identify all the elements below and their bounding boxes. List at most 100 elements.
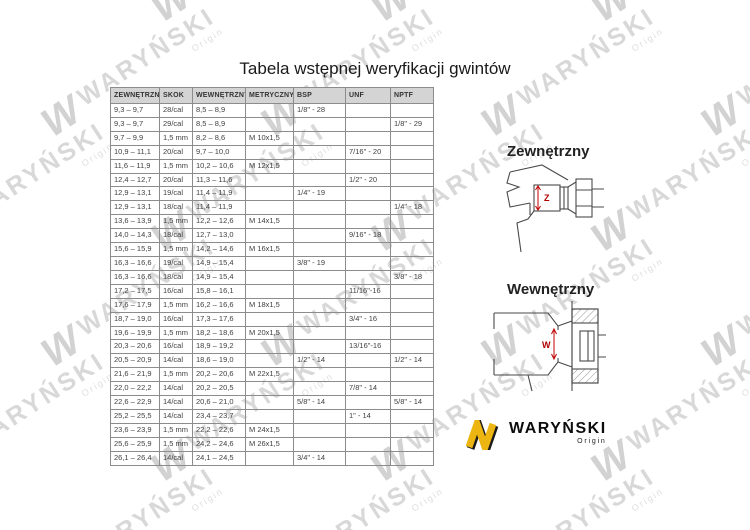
table-cell: 15,6 – 15,9 [110,242,160,257]
watermark-origin-text: Origin [629,485,666,514]
table-cell: 1/8" - 29 [390,116,434,132]
watermark-origin-text: Origin [409,485,446,514]
table-cell: 20,5 – 20,9 [110,353,160,369]
table-row: 9,3 – 9,7 28/cal 8,5 – 8,9 1/8" - 28 [110,103,434,118]
table-cell [390,422,434,438]
table-row: 22,0 – 22,2 14/cal 20,2 – 20,5 7/8" - 14 [110,381,434,397]
table-cell [345,325,391,341]
column-header: NPTF [390,87,434,104]
table-cell: 9,7 – 9,9 [110,130,160,146]
table-cell: 18/cal [159,269,193,285]
brand-logo: WARYŃSKI Origin [466,420,607,450]
table-cell [345,395,391,410]
table-cell [293,172,346,188]
table-cell [390,214,434,230]
table-cell: 19/cal [159,255,193,271]
logo-origin-text: Origin [577,438,607,445]
table-row: 9,3 – 9,7 29/cal 8,5 – 8,9 1/8" - 29 [110,116,434,132]
table-cell: 18/cal [159,200,193,216]
table-cell: 11/16"-16 [345,283,391,299]
table-cell: 22,2 – 22,6 [192,422,246,438]
table-cell: M 22x1,5 [245,367,294,383]
table-cell: 16,3 – 16,6 [110,255,160,271]
table-cell [293,367,346,383]
table-row: 12,9 – 13,1 18/cal 11,4 – 11,9 1/4" - 18 [110,200,434,216]
watermark-brand-text: WARYŃSKI [622,117,750,227]
table-cell [245,353,294,369]
table-cell [293,214,346,230]
table-cell: 14/cal [159,450,193,466]
table-cell [390,367,434,383]
table-cell: 1,5 mm [159,242,193,257]
table-cell [245,103,294,118]
table-cell: 22,6 – 22,9 [110,395,160,410]
table-cell: 13,6 – 13,9 [110,214,160,230]
table-cell: 17,3 – 17,6 [192,311,246,327]
table-cell: 18/cal [159,228,193,244]
table-cell [390,242,434,257]
watermark-origin-text: Origin [629,255,666,284]
table-cell [390,186,434,202]
page-title: Tabela wstępnej weryfikacji gwintów [239,59,511,78]
table-cell [390,144,434,160]
table-row: 15,6 – 15,9 1,5 mm 14,2 – 14,6 M 16x1,5 [110,242,434,257]
table-cell [345,158,391,174]
dimension-z-label: Z [544,193,550,203]
table-cell: 20,6 – 21,0 [192,395,246,410]
watermark-brand-text: WARYŃSKI [0,347,110,457]
table-cell: 17,2 – 17,5 [110,283,160,299]
table-cell: 13/16"-16 [345,339,391,355]
watermark-origin-text: Origin [629,25,666,54]
table-cell [245,186,294,202]
table-cell [345,186,391,202]
table-cell: 1" - 14 [345,408,391,424]
table-cell [293,297,346,313]
table-cell: 10,2 – 10,6 [192,158,246,174]
table-cell: 1,5 mm [159,436,193,452]
table-row: 22,6 – 22,9 14/cal 20,6 – 21,0 5/8" - 14 5/8… [110,395,434,410]
table-cell: 22,0 – 22,2 [110,381,160,397]
column-header: ZEWNĘTRZNY [110,87,160,104]
table-cell [293,339,346,355]
table-cell: M 24x1,5 [245,422,294,438]
table-cell: 16/cal [159,339,193,355]
table-cell: 20,2 – 20,6 [192,367,246,383]
table-cell [245,228,294,244]
watermark-origin-text: Origin [189,25,226,54]
table-cell: 1/2" - 14 [293,353,346,369]
table-cell: 20/cal [159,172,193,188]
table-row: 13,6 – 13,9 1,5 mm 12,2 – 12,6 M 14x1,5 [110,214,434,230]
table-cell [245,381,294,397]
table-cell: 20,2 – 20,5 [192,381,246,397]
table-row: 18,7 – 19,0 16/cal 17,3 – 17,6 3/4" - 16 [110,311,434,327]
watermark-w-icon: W [367,0,416,34]
watermark-origin-text: Origin [189,485,226,514]
table-cell: 7/8" - 14 [345,381,391,397]
table-cell: 11,6 – 11,9 [110,158,160,174]
table-cell: 12,7 – 13,0 [192,228,246,244]
table-cell: 3/4" - 16 [345,311,391,327]
watermark-w-icon: W [37,85,86,149]
table-cell: 5/8" - 14 [390,395,434,410]
table-cell: 18,2 – 18,6 [192,325,246,341]
table-cell [293,228,346,244]
table-cell [293,283,346,299]
watermark-w-icon: W [477,85,526,149]
table-cell: 10,9 – 11,1 [110,144,160,160]
table-cell [390,450,434,466]
table-cell [245,255,294,271]
table-cell [390,228,434,244]
table-cell: M 26x1,5 [245,436,294,452]
watermark-brand-text: WARYŃSKI [732,232,750,342]
table-cell: 3/4" - 14 [293,450,346,466]
watermark-w-icon: W [37,315,86,379]
table-cell [345,255,391,271]
watermark-w-icon: W [587,0,636,34]
table-cell: 28/cal [159,103,193,118]
watermark-w-icon: W [697,85,746,149]
table-cell: 14,0 – 14,3 [110,228,160,244]
table-row: 20,3 – 20,6 16/cal 18,9 – 19,2 13/16"-16 [110,339,434,355]
